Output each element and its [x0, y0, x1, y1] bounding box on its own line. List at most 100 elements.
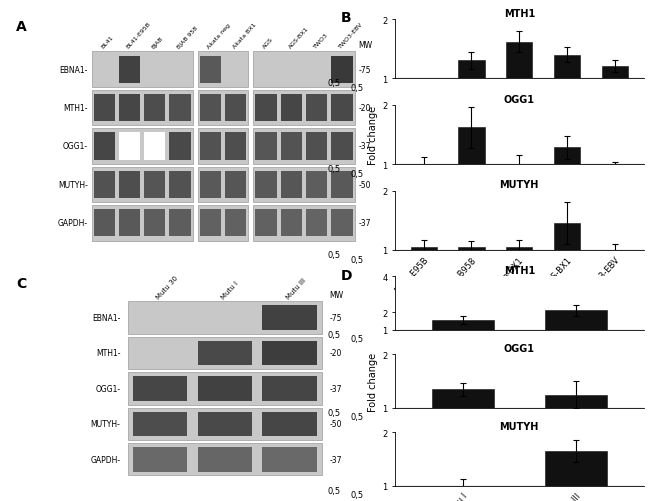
- Text: -37: -37: [330, 384, 342, 393]
- Bar: [200, 57, 221, 84]
- Text: B: B: [341, 11, 351, 25]
- Bar: [281, 171, 302, 198]
- Bar: [254, 129, 355, 164]
- Bar: [133, 376, 187, 401]
- Bar: [119, 171, 140, 198]
- Bar: [94, 210, 115, 237]
- Bar: [306, 133, 327, 160]
- Bar: [263, 447, 317, 471]
- Bar: [306, 171, 327, 198]
- Bar: [263, 341, 317, 366]
- Text: -37: -37: [330, 455, 342, 464]
- Bar: [144, 210, 165, 237]
- Bar: [198, 205, 248, 241]
- Text: C: C: [16, 277, 26, 291]
- Bar: [144, 133, 165, 160]
- Bar: [127, 373, 322, 405]
- Bar: [255, 171, 277, 198]
- Bar: [554, 56, 580, 138]
- Bar: [432, 486, 494, 501]
- Bar: [119, 95, 140, 122]
- Bar: [602, 250, 628, 309]
- Bar: [411, 247, 437, 309]
- Bar: [225, 171, 246, 198]
- Bar: [332, 210, 352, 237]
- Text: MTH1: MTH1: [504, 9, 535, 19]
- Bar: [119, 210, 140, 237]
- Bar: [92, 167, 193, 203]
- Text: MUTYH-: MUTYH-: [58, 180, 88, 189]
- Text: -50: -50: [358, 180, 370, 189]
- Text: Akata BX1: Akata BX1: [232, 23, 257, 50]
- Text: EBNA1-: EBNA1-: [60, 66, 88, 75]
- Bar: [254, 167, 355, 203]
- Bar: [198, 129, 248, 164]
- Bar: [225, 133, 246, 160]
- Bar: [254, 91, 355, 126]
- Bar: [200, 210, 221, 237]
- Bar: [225, 210, 246, 237]
- Y-axis label: Fold change: Fold change: [368, 352, 378, 411]
- Text: TWO3: TWO3: [313, 33, 330, 50]
- Bar: [170, 210, 190, 237]
- Text: MW: MW: [358, 41, 372, 50]
- Bar: [432, 389, 494, 462]
- Text: MTH1-: MTH1-: [96, 349, 120, 358]
- Bar: [198, 341, 252, 366]
- Bar: [332, 171, 352, 198]
- Bar: [602, 173, 628, 224]
- Bar: [545, 395, 607, 462]
- Text: Mutu 30: Mutu 30: [155, 274, 179, 300]
- Bar: [198, 376, 252, 401]
- Text: AGS: AGS: [263, 37, 275, 50]
- Bar: [94, 95, 115, 122]
- Bar: [198, 447, 252, 471]
- Bar: [554, 224, 580, 309]
- Bar: [458, 128, 485, 224]
- Bar: [263, 376, 317, 401]
- Bar: [254, 52, 355, 88]
- Bar: [255, 210, 277, 237]
- Text: 0,5: 0,5: [327, 486, 341, 495]
- Bar: [200, 133, 221, 160]
- Bar: [458, 61, 485, 138]
- Bar: [170, 171, 190, 198]
- Bar: [144, 171, 165, 198]
- Text: 0,5: 0,5: [350, 412, 363, 421]
- Bar: [458, 247, 485, 309]
- Bar: [281, 210, 302, 237]
- Text: 0,5: 0,5: [327, 408, 341, 417]
- Bar: [306, 95, 327, 122]
- Bar: [144, 95, 165, 122]
- Bar: [602, 67, 628, 138]
- Text: TWO3-EBV: TWO3-EBV: [338, 22, 364, 50]
- Bar: [332, 95, 352, 122]
- Bar: [133, 412, 187, 436]
- Bar: [332, 133, 352, 160]
- Text: Mutu III: Mutu III: [285, 277, 307, 300]
- Text: MUTYH: MUTYH: [500, 180, 539, 190]
- Text: 0,5: 0,5: [350, 255, 363, 264]
- Text: OGG1-: OGG1-: [96, 384, 120, 393]
- Text: 0,5: 0,5: [327, 165, 341, 174]
- Text: A: A: [16, 20, 27, 34]
- Text: 0,5: 0,5: [350, 169, 363, 178]
- Bar: [92, 91, 193, 126]
- Text: AGS-BX1: AGS-BX1: [288, 27, 309, 50]
- Bar: [133, 447, 187, 471]
- Bar: [545, 311, 607, 348]
- Bar: [225, 95, 246, 122]
- Bar: [92, 205, 193, 241]
- Y-axis label: Fold change: Fold change: [368, 106, 378, 165]
- Bar: [198, 167, 248, 203]
- Bar: [119, 133, 140, 160]
- Text: MW: MW: [330, 291, 343, 300]
- Text: -50: -50: [330, 419, 342, 428]
- Bar: [411, 165, 437, 224]
- Bar: [92, 129, 193, 164]
- Bar: [200, 95, 221, 122]
- Text: BL41: BL41: [101, 35, 114, 50]
- Text: 0,5: 0,5: [327, 79, 341, 88]
- Text: BJAB 958: BJAB 958: [176, 26, 199, 50]
- Text: -20: -20: [358, 104, 370, 113]
